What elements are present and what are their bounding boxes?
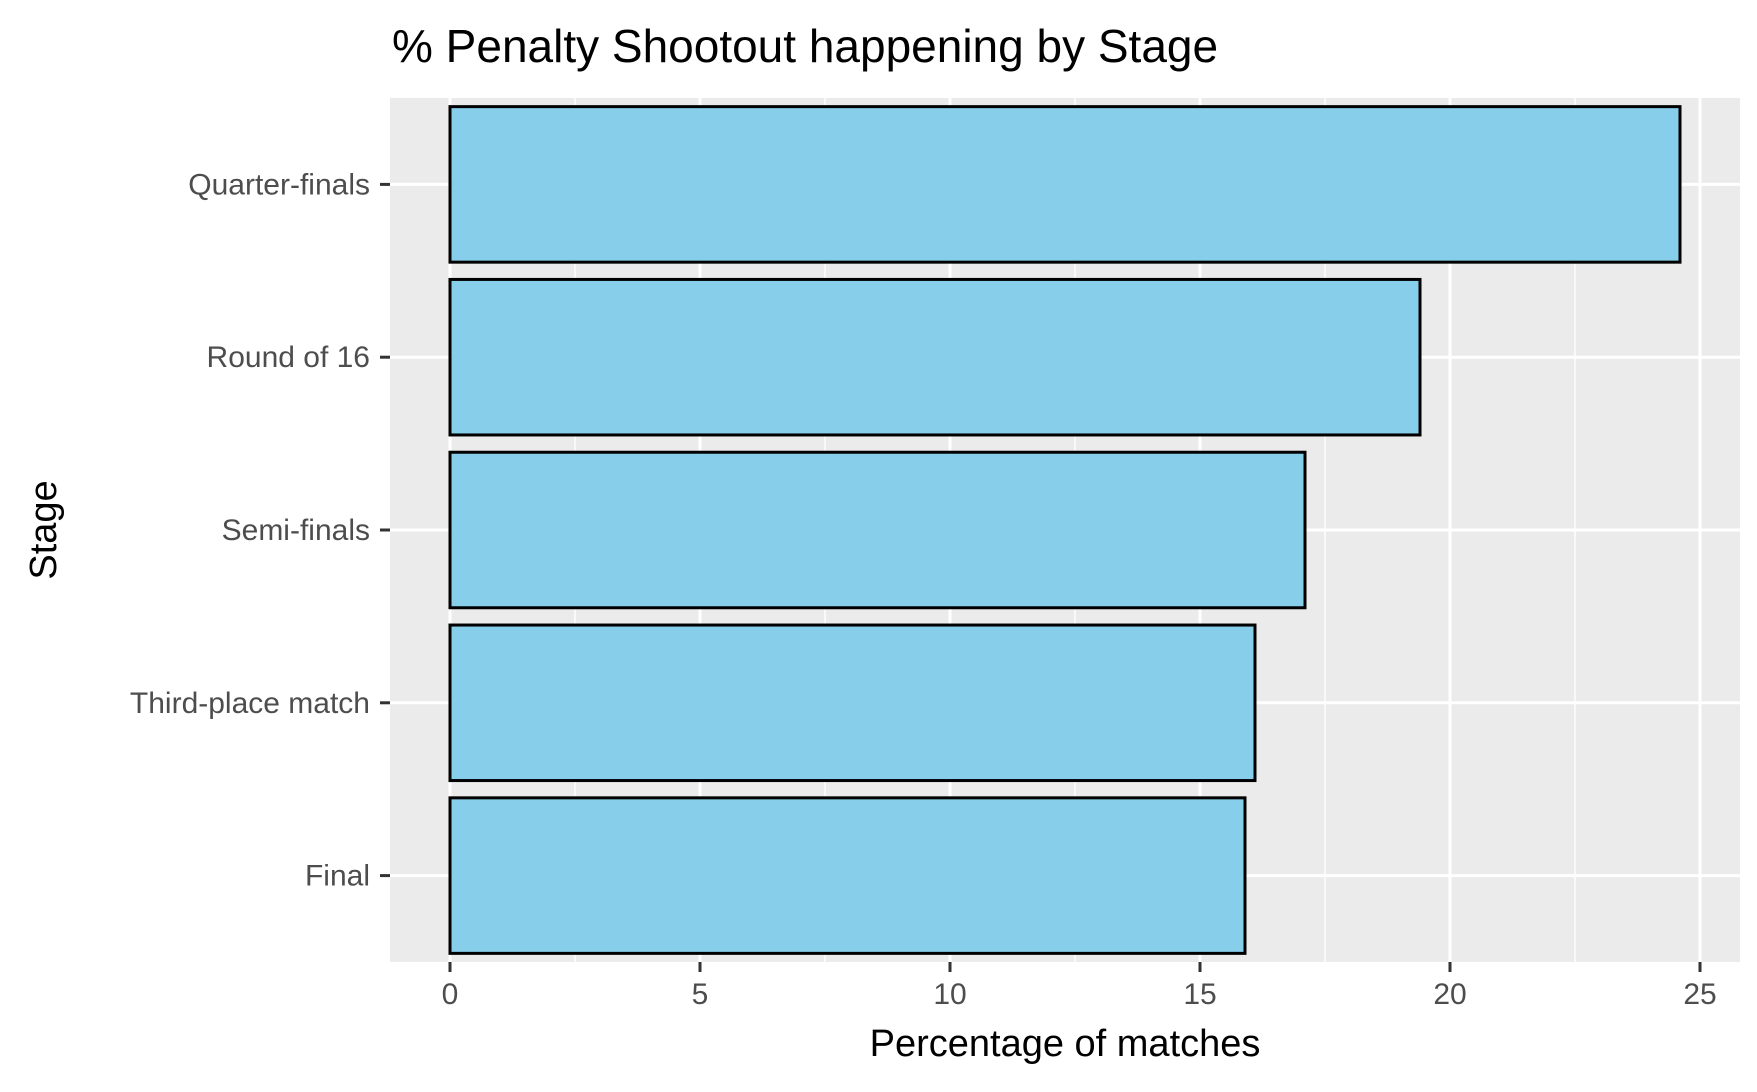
y-tick-label: Quarter-finals [188, 168, 370, 201]
x-tick-label: 10 [933, 978, 966, 1011]
bar-third-place-match [448, 623, 1257, 783]
bar-final [448, 796, 1247, 955]
bar-round-of-16 [448, 277, 1422, 437]
x-tick-label: 15 [1183, 978, 1216, 1011]
y-tick-label: Third-place match [130, 687, 370, 720]
bar-quarter-finals [448, 105, 1682, 264]
y-axis: Quarter-finals Round of 16 Semi-finals Thir… [130, 168, 390, 893]
bars [448, 105, 1682, 955]
x-tick-label: 5 [692, 978, 709, 1011]
x-tick-label: 20 [1433, 978, 1466, 1011]
x-axis: 0 5 10 15 20 25 [442, 962, 1717, 1011]
chart-title: % Penalty Shootout happening by Stage [392, 20, 1218, 72]
x-tick-label: 25 [1683, 978, 1716, 1011]
y-tick-label: Final [305, 860, 370, 893]
y-tick-label: Round of 16 [207, 341, 370, 374]
x-tick-label: 0 [442, 978, 459, 1011]
y-tick-label: Semi-finals [222, 514, 370, 547]
y-axis-title: Stage [23, 480, 65, 579]
x-axis-title: Percentage of matches [870, 1023, 1261, 1065]
bar-semi-finals [448, 450, 1307, 610]
